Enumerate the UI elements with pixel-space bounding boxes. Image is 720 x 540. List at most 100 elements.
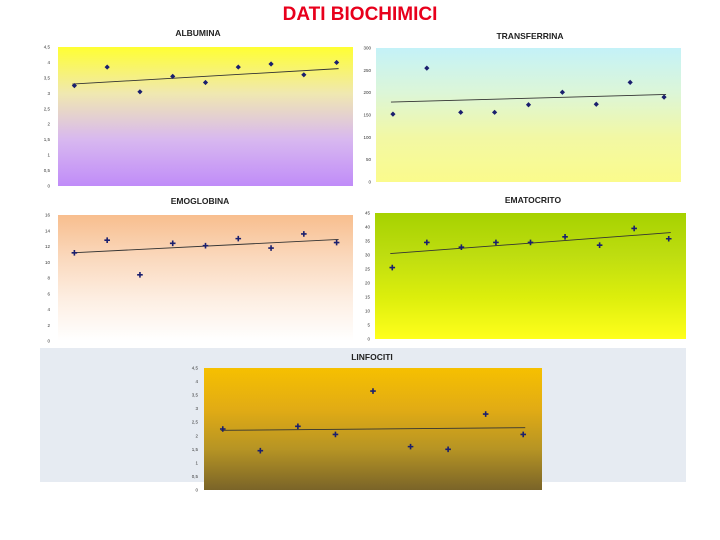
- y-tick-label: 4,5: [192, 366, 199, 371]
- data-point: [661, 94, 667, 100]
- y-tick-label: 3: [47, 91, 50, 96]
- y-tick-label: 2: [195, 433, 198, 438]
- y-tick-label: 150: [363, 113, 371, 118]
- plot-area: [58, 47, 353, 186]
- data-point: [458, 244, 465, 250]
- chart-emoglobina: EMOGLOBINA 0 2 4 6 8 10 12 14 16: [45, 196, 353, 344]
- y-tick-label: 5: [367, 323, 370, 328]
- y-tick-label: 10: [45, 260, 51, 265]
- chart-title: EMATOCRITO: [505, 195, 562, 205]
- data-point: [665, 235, 672, 242]
- data-point: [301, 231, 307, 237]
- data-point: [333, 239, 340, 246]
- chart-title: EMOGLOBINA: [171, 196, 230, 206]
- y-tick-label: 0: [195, 488, 198, 493]
- y-tick-label: 20: [365, 281, 371, 286]
- data-point: [104, 64, 110, 70]
- y-tick-label: 2: [47, 323, 50, 328]
- y-tick-label: 1,5: [44, 137, 51, 142]
- chart-linfociti: LINFOCITI 0 0,5 1 1,5 2 2,5 3 3,5 4 4,5: [192, 352, 542, 493]
- chart-title: ALBUMINA: [175, 28, 220, 38]
- data-point: [631, 225, 637, 232]
- y-tick-label: 1: [47, 153, 50, 158]
- y-tick-label: 200: [363, 90, 371, 95]
- y-tick-label: 0,5: [44, 168, 51, 173]
- y-tick-label: 0: [368, 180, 371, 185]
- trend-line: [72, 68, 339, 85]
- data-point: [202, 79, 209, 86]
- y-tick-label: 0: [47, 339, 50, 344]
- data-point: [493, 239, 499, 246]
- data-point: [445, 446, 451, 453]
- data-point: [169, 240, 176, 247]
- trend-line: [220, 427, 526, 431]
- y-tick-label: 35: [365, 239, 371, 244]
- data-point: [527, 239, 534, 246]
- y-tick-label: 45: [365, 211, 371, 216]
- data-point: [268, 61, 274, 67]
- data-point: [137, 272, 143, 278]
- data-point: [301, 72, 307, 78]
- y-tick-label: 2,5: [44, 106, 51, 111]
- trend-line: [390, 94, 667, 103]
- data-point: [389, 264, 396, 271]
- y-tick-label: 3,5: [44, 75, 51, 80]
- y-tick-label: 1,5: [192, 447, 199, 452]
- chart-transferrina: TRANSFERRINA 0 50 100 150 200 250 300: [363, 31, 681, 185]
- y-tick-label: 10: [365, 309, 371, 314]
- data-point: [137, 89, 143, 95]
- y-tick-label: 250: [363, 68, 371, 73]
- data-point: [104, 237, 110, 243]
- y-tick-label: 100: [363, 135, 371, 140]
- y-tick-label: 16: [45, 213, 51, 218]
- chart-title: LINFOCITI: [351, 352, 393, 362]
- data-point: [627, 79, 633, 85]
- data-point: [407, 443, 414, 450]
- y-tick-label: 14: [45, 228, 51, 233]
- y-tick-label: 0: [367, 337, 370, 342]
- data-point: [424, 239, 430, 246]
- data-point: [482, 411, 489, 417]
- y-tick-label: 50: [366, 157, 372, 162]
- y-tick-label: 15: [365, 295, 371, 300]
- data-point: [71, 250, 78, 256]
- data-point: [219, 426, 226, 432]
- data-point: [596, 242, 603, 248]
- plot-area: [376, 48, 681, 182]
- page-title: DATI BIOCHIMICI: [282, 4, 438, 25]
- y-tick-label: 4: [47, 307, 50, 312]
- y-tick-label: 40: [365, 225, 371, 230]
- y-tick-label: 8: [47, 276, 50, 281]
- data-point: [235, 235, 242, 242]
- data-point: [562, 234, 568, 240]
- data-point: [593, 101, 599, 107]
- data-point: [257, 447, 264, 454]
- plot-area: [375, 213, 686, 339]
- data-point: [202, 242, 209, 249]
- data-point: [295, 423, 301, 430]
- data-point: [170, 73, 176, 79]
- y-tick-label: 30: [365, 253, 371, 258]
- y-tick-label: 300: [363, 46, 371, 51]
- y-tick-label: 0,5: [192, 474, 199, 479]
- y-tick-label: 0: [47, 184, 50, 189]
- y-tick-label: 3,5: [192, 393, 199, 398]
- y-tick-label: 6: [47, 291, 50, 296]
- y-tick-label: 3: [195, 406, 198, 411]
- data-point: [525, 102, 532, 108]
- data-point: [332, 431, 339, 438]
- y-tick-label: 2: [47, 122, 50, 127]
- y-tick-label: 1: [195, 460, 198, 465]
- data-point: [370, 388, 376, 394]
- y-tick-label: 4: [195, 379, 198, 384]
- y-tick-label: 25: [365, 267, 371, 272]
- chart-albumina: ALBUMINA 0 0,5 1 1,5 2 2,5 3 3,5 4 4,5: [44, 28, 353, 189]
- plot-area: [58, 215, 353, 341]
- data-point: [235, 64, 241, 70]
- data-point: [71, 83, 77, 89]
- data-point: [334, 59, 340, 66]
- y-tick-label: 4: [47, 60, 50, 65]
- y-tick-label: 12: [45, 244, 51, 249]
- data-point: [390, 111, 396, 117]
- y-tick-label: 2,5: [192, 420, 199, 425]
